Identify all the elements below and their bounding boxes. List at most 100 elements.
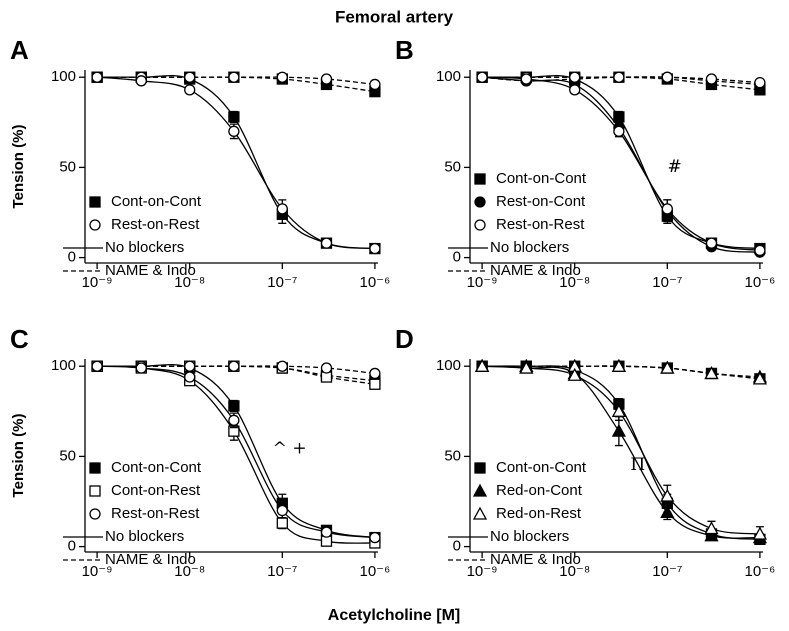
legend-label: No blockers — [105, 528, 184, 545]
legend-label: Rest-on-Cont — [496, 193, 586, 210]
marker — [369, 531, 381, 544]
marker — [135, 75, 147, 87]
panel-label: A — [10, 35, 29, 65]
marker — [184, 360, 196, 372]
marker — [91, 360, 103, 372]
x-tick-label: 10⁻⁹ — [467, 563, 498, 580]
marker — [228, 360, 240, 372]
y-tick-label: 0 — [453, 538, 461, 555]
marker — [754, 76, 766, 89]
marker — [660, 488, 675, 502]
marker — [276, 504, 288, 517]
y-tick-label: 100 — [436, 68, 461, 85]
marker — [276, 360, 288, 372]
marker — [369, 378, 381, 390]
marker — [705, 73, 718, 85]
x-tick-label: 10⁻⁹ — [82, 274, 113, 291]
x-tick-label: 10⁻⁷ — [652, 274, 682, 291]
x-axis-label: Acetylcholine [M] — [328, 607, 460, 624]
y-axis-label: Tension (%) — [10, 414, 27, 498]
marker — [228, 400, 240, 412]
y-tick-label: 50 — [59, 447, 76, 464]
marker — [661, 71, 673, 83]
marker — [475, 358, 490, 372]
marker — [276, 203, 288, 215]
y-axis-label: Tension (%) — [10, 125, 27, 209]
legend-marker — [89, 219, 101, 231]
y-tick-label: 100 — [51, 68, 76, 85]
x-tick-label: 10⁻⁸ — [174, 274, 205, 291]
marker — [135, 362, 147, 374]
legend-label: No blockers — [490, 239, 569, 256]
marker — [613, 111, 625, 123]
x-tick-label: 10⁻⁹ — [82, 563, 113, 580]
legend-marker — [89, 196, 101, 208]
legend-marker — [472, 506, 488, 520]
y-tick-label: 50 — [59, 158, 76, 175]
annotation: Π — [630, 455, 645, 475]
marker — [660, 504, 675, 518]
panel-label: C — [10, 324, 29, 354]
marker — [567, 367, 582, 381]
marker — [705, 237, 718, 249]
legend-marker — [474, 462, 486, 474]
legend-label: NAME & Indo — [490, 551, 581, 568]
panel-label: D — [395, 324, 414, 354]
marker — [320, 362, 333, 374]
x-tick-label: 10⁻⁶ — [745, 274, 776, 291]
legend-label: NAME & Indo — [105, 551, 196, 568]
marker — [228, 125, 240, 137]
legend-marker — [472, 483, 488, 497]
x-tick-label: 10⁻⁶ — [745, 563, 776, 580]
marker — [704, 521, 719, 535]
marker — [752, 371, 767, 385]
annotation: # — [668, 157, 682, 177]
marker — [369, 242, 381, 255]
x-tick-label: 10⁻⁸ — [174, 563, 205, 580]
legend-label: No blockers — [490, 528, 569, 545]
y-tick-label: 0 — [68, 249, 76, 266]
x-tick-label: 10⁻⁸ — [559, 274, 590, 291]
y-tick-label: 50 — [444, 158, 461, 175]
legend-label: Cont-on-Cont — [111, 193, 202, 210]
legend-label: Red-on-Rest — [496, 505, 582, 522]
y-tick-label: 0 — [453, 249, 461, 266]
legend-label: Cont-on-Cont — [496, 459, 587, 476]
x-tick-label: 10⁻⁷ — [267, 563, 297, 580]
annotation: ^ + — [273, 439, 307, 459]
marker — [611, 423, 626, 437]
marker — [661, 203, 673, 215]
marker — [476, 71, 488, 83]
marker — [613, 125, 625, 137]
legend-marker — [474, 173, 486, 185]
marker — [228, 414, 240, 426]
x-tick-label: 10⁻⁷ — [267, 274, 297, 291]
marker — [704, 366, 719, 380]
legend-marker — [89, 485, 101, 497]
legend-marker — [89, 462, 101, 474]
legend-marker — [474, 196, 486, 208]
x-tick-label: 10⁻⁸ — [559, 563, 590, 580]
marker — [369, 78, 381, 91]
y-tick-label: 100 — [51, 357, 76, 374]
legend-label: Rest-on-Rest — [111, 505, 200, 522]
legend-label: Cont-on-Rest — [111, 482, 201, 499]
marker — [611, 403, 626, 417]
x-tick-label: 10⁻⁹ — [467, 274, 498, 291]
y-tick-label: 100 — [436, 357, 461, 374]
marker — [91, 71, 103, 83]
marker — [276, 517, 288, 529]
legend-label: Cont-on-Cont — [111, 459, 202, 476]
legend-label: Red-on-Cont — [496, 482, 583, 499]
marker — [320, 73, 333, 85]
marker — [184, 71, 196, 83]
legend-label: Cont-on-Cont — [496, 170, 587, 187]
marker — [660, 360, 675, 374]
x-tick-label: 10⁻⁶ — [360, 274, 391, 291]
legend-label: Rest-on-Rest — [496, 216, 585, 233]
marker — [569, 71, 581, 83]
marker — [754, 244, 766, 257]
marker — [369, 367, 381, 380]
figure-title: Femoral artery — [335, 7, 454, 26]
